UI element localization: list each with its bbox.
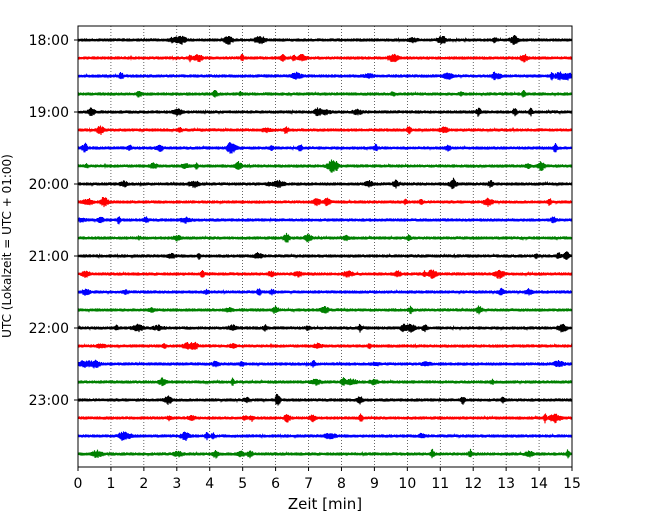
y-tick-label: 18:00 xyxy=(29,33,69,49)
y-axis-label: UTC (Lokalzeit = UTC + 01:00) xyxy=(0,154,14,338)
trace-row-2215 xyxy=(77,341,573,350)
trace-row-1830 xyxy=(77,71,573,81)
y-tick-label: 20:00 xyxy=(29,177,69,193)
y-tick-label: 19:00 xyxy=(29,105,69,121)
y-ticks: 18:00 19:00 20:00 21:00 22:00 23:00 xyxy=(29,33,78,409)
trace-row-1845 xyxy=(77,89,573,98)
y-tick-label: 23:00 xyxy=(29,393,69,409)
trace-row-2015 xyxy=(77,197,573,208)
x-tick-label: 1 xyxy=(106,476,115,492)
trace-row-2315 xyxy=(77,413,573,424)
trace-row-1915 xyxy=(77,125,573,135)
trace-row-2045 xyxy=(77,232,573,243)
x-tick-label: 6 xyxy=(271,476,280,492)
x-tick-label: 10 xyxy=(398,476,416,492)
x-tick-label: 0 xyxy=(74,476,83,492)
trace-row-1945 xyxy=(77,159,573,173)
x-ticks: 0 1 2 3 4 5 6 7 8 9 10 11 12 13 14 15 xyxy=(74,467,581,492)
trace-row-2130 xyxy=(77,287,573,296)
trace-row-1800 xyxy=(77,35,573,45)
trace-rows xyxy=(77,35,573,459)
x-tick-label: 7 xyxy=(304,476,313,492)
x-tick-label: 12 xyxy=(464,476,482,492)
trace-row-2030 xyxy=(77,216,573,225)
trace-row-2100 xyxy=(77,251,573,260)
trace-row-1930 xyxy=(77,142,573,154)
x-tick-label: 4 xyxy=(205,476,214,492)
x-tick-label: 3 xyxy=(172,476,181,492)
x-axis-label: Zeit [min] xyxy=(288,495,362,513)
x-tick-label: 15 xyxy=(563,476,581,492)
y-tick-label: 21:00 xyxy=(29,249,69,265)
x-tick-label: 13 xyxy=(497,476,515,492)
y-tick-label: 22:00 xyxy=(29,321,69,337)
x-tick-label: 8 xyxy=(337,476,346,492)
trace-row-2000 xyxy=(77,177,573,190)
x-tick-label: 2 xyxy=(139,476,148,492)
trace-row-2200 xyxy=(77,323,573,333)
plot-frame xyxy=(77,25,573,468)
trace-row-2300 xyxy=(77,393,573,406)
x-tick-label: 9 xyxy=(370,476,379,492)
trace-row-2245 xyxy=(77,377,573,387)
trace-row-2230 xyxy=(77,359,573,369)
trace-row-2330 xyxy=(77,431,573,441)
trace-row-1815 xyxy=(77,53,573,63)
x-tick-label: 11 xyxy=(431,476,449,492)
trace-row-2145 xyxy=(77,305,573,315)
trace-row-1900 xyxy=(77,107,573,117)
x-tick-label: 5 xyxy=(238,476,247,492)
trace-row-2115 xyxy=(77,269,573,280)
x-tick-label: 14 xyxy=(530,476,548,492)
trace-row-2345 xyxy=(77,448,573,459)
